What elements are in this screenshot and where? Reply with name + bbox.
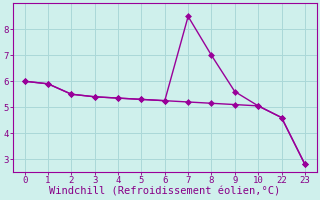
X-axis label: Windchill (Refroidissement éolien,°C): Windchill (Refroidissement éolien,°C) — [49, 187, 280, 197]
